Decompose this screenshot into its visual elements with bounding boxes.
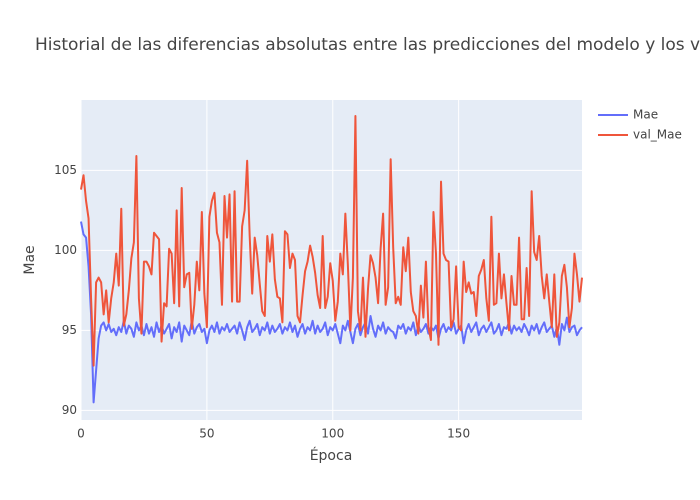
x-tick-label: 0 — [77, 427, 85, 441]
legend-label: val_Mae — [633, 128, 682, 142]
y-axis-title: Mae — [22, 245, 38, 274]
y-tick-label: 90 — [62, 403, 77, 417]
plot-area — [81, 100, 582, 420]
x-tick-label: 100 — [321, 427, 344, 441]
x-axis-title: Época — [310, 447, 353, 464]
y-tick-label: 105 — [54, 163, 77, 177]
y-tick-label: 95 — [62, 323, 77, 337]
y-tick-label: 100 — [54, 243, 77, 257]
series-line — [80, 115, 583, 367]
x-tick-label: 50 — [199, 427, 214, 441]
legend-label: Mae — [633, 108, 658, 122]
x-tick-label: 150 — [447, 427, 470, 441]
chart-title: Historial de las diferencias absolutas e… — [35, 35, 700, 55]
series-line — [80, 221, 583, 404]
